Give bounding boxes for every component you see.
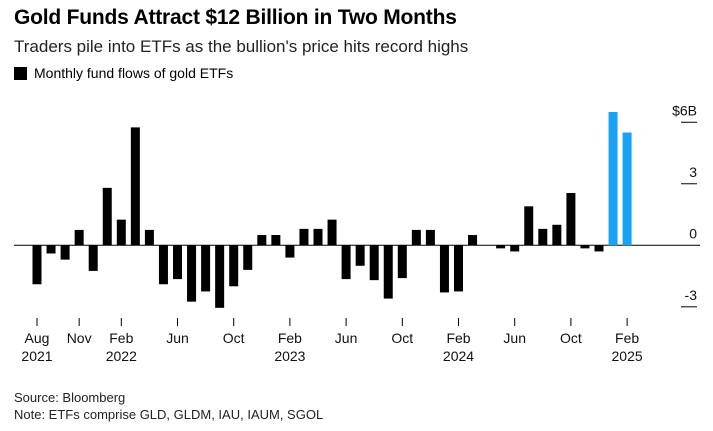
bar <box>383 245 393 299</box>
y-tick-label: 3 <box>689 164 697 180</box>
bar <box>566 192 576 246</box>
bar <box>510 245 520 252</box>
chart-subtitle: Traders pile into ETFs as the bullion's … <box>14 37 469 56</box>
bar <box>355 245 365 266</box>
bar <box>60 245 70 260</box>
bar <box>173 245 182 280</box>
bar <box>215 245 225 308</box>
x-tick-label: Feb <box>278 330 302 346</box>
bar <box>313 228 323 246</box>
legend-swatch <box>14 66 27 80</box>
x-tick-label: Feb <box>109 330 133 346</box>
x-tick-year: 2025 <box>612 348 643 364</box>
bar <box>397 245 407 279</box>
x-tick-label: Feb <box>615 330 639 346</box>
bar <box>552 224 562 246</box>
y-tick-label: $6B <box>672 102 697 118</box>
bar <box>285 245 295 258</box>
bar <box>369 245 379 281</box>
x-tick-year: 2024 <box>443 348 474 364</box>
x-tick-label: Oct <box>560 330 582 346</box>
x-tick-label: Oct <box>223 330 245 346</box>
bar <box>454 245 463 292</box>
legend-label: Monthly fund flows of gold ETFs <box>34 65 234 81</box>
bar <box>243 245 253 270</box>
bar <box>425 229 435 246</box>
bar <box>411 229 421 246</box>
x-tick-label: Aug <box>25 330 50 346</box>
footnote: Note: ETFs comprise GLD, GLDM, IAU, IAUM… <box>14 407 324 422</box>
bar <box>538 228 548 246</box>
bar <box>201 245 211 292</box>
legend: Monthly fund flows of gold ETFs <box>14 65 233 81</box>
x-tick-year: 2021 <box>21 348 52 364</box>
y-tick-label: 0 <box>689 225 697 241</box>
bar <box>622 132 632 246</box>
bar <box>524 206 534 246</box>
chart-title: Gold Funds Attract $12 Billion in Two Mo… <box>14 6 457 29</box>
bar <box>88 245 98 271</box>
bar <box>341 245 351 280</box>
bar <box>74 229 84 246</box>
bar <box>130 127 140 246</box>
bar <box>229 245 239 287</box>
x-tick-label: Feb <box>446 330 470 346</box>
x-tick-label: Jun <box>503 330 526 346</box>
bar <box>327 219 337 246</box>
bar <box>102 187 112 246</box>
bar <box>299 228 309 246</box>
bar <box>187 245 197 302</box>
bar <box>144 229 154 246</box>
y-tick-label: -3 <box>685 287 698 303</box>
bar <box>158 245 168 285</box>
bar <box>580 245 590 249</box>
bar <box>116 219 126 246</box>
x-tick-year: 2023 <box>274 348 305 364</box>
bar <box>32 245 42 285</box>
bar <box>439 245 449 293</box>
source-note: Source: Bloomberg <box>14 390 126 405</box>
bar <box>46 245 56 254</box>
x-tick-label: Oct <box>391 330 413 346</box>
bar <box>608 112 618 246</box>
x-tick-label: Jun <box>166 330 189 346</box>
bar <box>271 235 281 246</box>
bar <box>496 245 506 249</box>
bar <box>594 245 604 252</box>
x-tick-label: Nov <box>67 330 92 346</box>
x-tick-label: Jun <box>335 330 358 346</box>
bar <box>257 235 267 246</box>
x-tick-year: 2022 <box>106 348 137 364</box>
bar <box>468 235 478 246</box>
